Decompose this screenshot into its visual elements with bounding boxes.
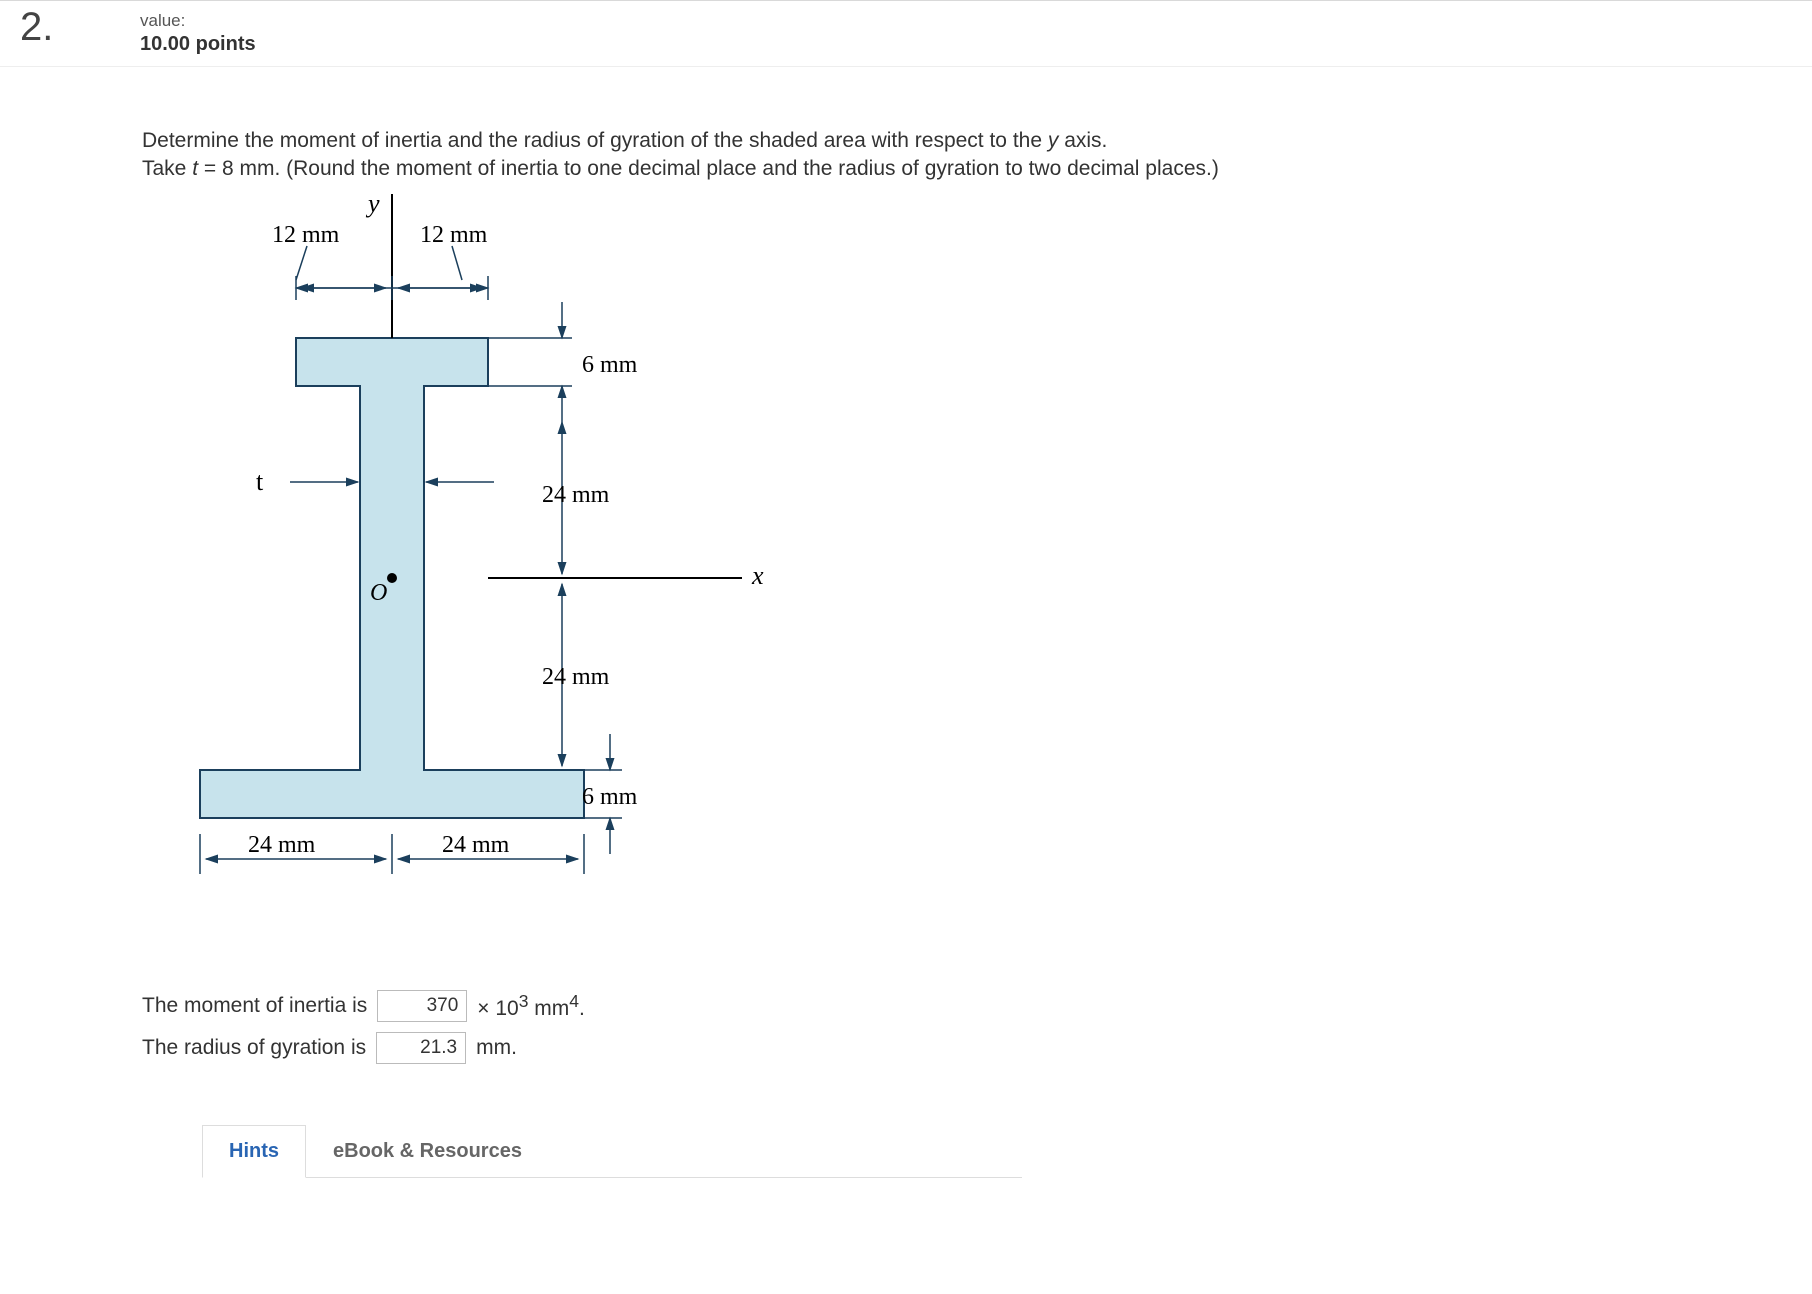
tab-ebook[interactable]: eBook & Resources [306, 1125, 549, 1178]
x-axis-label: x [751, 561, 764, 590]
t-label: t [256, 467, 264, 496]
moi-unit: × 103 mm4. [477, 991, 585, 1021]
rog-unit: mm. [476, 1036, 517, 1060]
points-value: 10.00 points [140, 33, 256, 56]
figure: y x O 12 mm 12 mm [142, 194, 1640, 960]
origin-label: O [370, 580, 387, 606]
rog-label: The radius of gyration is [142, 1036, 366, 1060]
tabs: Hints eBook & Resources [202, 1124, 1022, 1178]
moi-label: The moment of inertia is [142, 994, 367, 1018]
value-label: value: [140, 11, 256, 31]
svg-text:6 mm: 6 mm [582, 784, 638, 810]
question-header: 2. value: 10.00 points [0, 0, 1812, 67]
svg-text:12 mm: 12 mm [272, 222, 340, 248]
question-number: 2. [0, 7, 140, 47]
svg-text:24 mm: 24 mm [442, 832, 510, 858]
svg-text:24 mm: 24 mm [542, 664, 610, 690]
tab-hints[interactable]: Hints [202, 1125, 306, 1178]
y-axis-label: y [365, 194, 380, 218]
question-prompt: Determine the moment of inertia and the … [142, 127, 1640, 184]
ibeam-diagram: y x O 12 mm 12 mm [142, 194, 842, 954]
answers-block: The moment of inertia is × 103 mm4. The … [142, 990, 1640, 1064]
svg-text:12 mm: 12 mm [420, 222, 488, 248]
svg-text:24 mm: 24 mm [542, 482, 610, 508]
rog-input[interactable] [376, 1032, 466, 1064]
svg-text:6 mm: 6 mm [582, 352, 638, 378]
svg-text:24 mm: 24 mm [248, 832, 316, 858]
moi-input[interactable] [377, 990, 467, 1022]
